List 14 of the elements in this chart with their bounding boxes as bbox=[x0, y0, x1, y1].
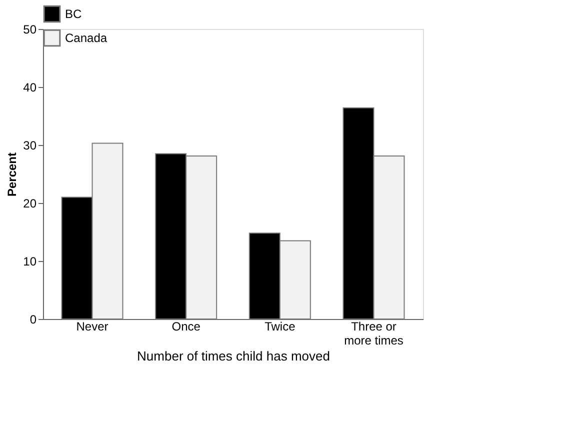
y-tick-label: 30 bbox=[23, 138, 37, 152]
legend-label: Canada bbox=[65, 31, 108, 45]
y-axis-title: Percent bbox=[5, 152, 20, 197]
x-tick-label: Once bbox=[172, 320, 201, 334]
x-tick-label: Twice bbox=[264, 320, 296, 334]
legend-label: BC bbox=[65, 7, 82, 21]
x-axis-title: Number of times child has moved bbox=[137, 348, 330, 364]
x-tick-label: Never bbox=[76, 320, 108, 334]
y-tick-label: 20 bbox=[23, 196, 37, 210]
y-tick-label: 40 bbox=[23, 80, 37, 94]
x-tick-label: Three or more times bbox=[344, 320, 404, 348]
y-tick-label: 50 bbox=[23, 22, 37, 36]
y-tick-label: 0 bbox=[30, 312, 37, 326]
y-tick-label: 10 bbox=[23, 254, 37, 268]
